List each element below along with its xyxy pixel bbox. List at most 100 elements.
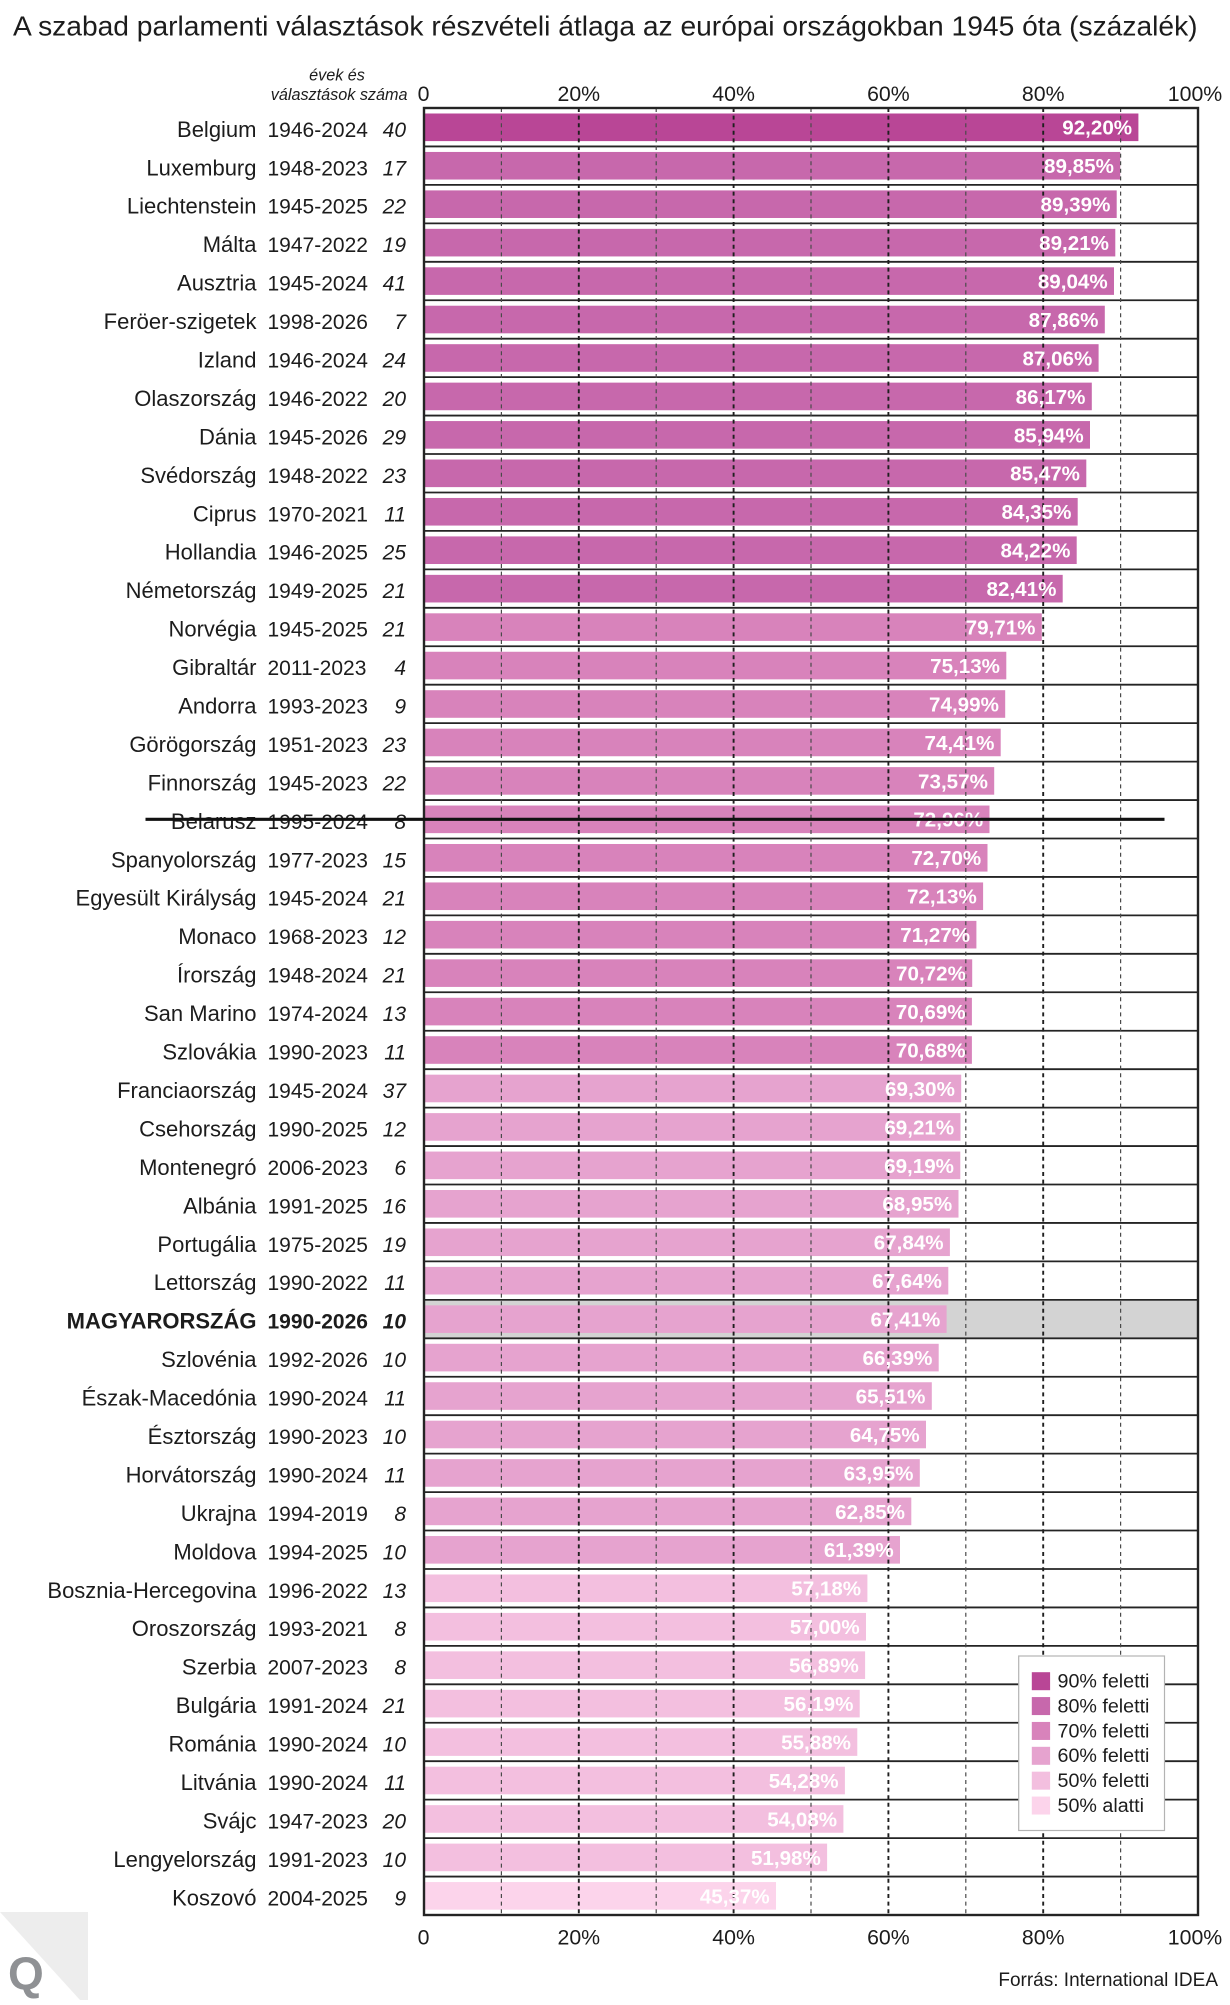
svg-text:51,98%: 51,98% [751,1847,821,1870]
svg-text:1991-2025: 1991-2025 [268,1195,368,1218]
svg-text:22: 22 [382,772,407,795]
svg-text:55,88%: 55,88% [781,1731,851,1754]
svg-text:60% feletti: 60% feletti [1058,1745,1150,1767]
svg-text:19: 19 [383,234,407,257]
svg-text:23: 23 [382,465,407,488]
svg-text:Liechtenstein: Liechtenstein [127,194,257,219]
svg-text:69,19%: 69,19% [884,1155,954,1178]
svg-text:87,06%: 87,06% [1022,347,1092,370]
svg-text:56,19%: 56,19% [784,1693,854,1716]
svg-text:57,00%: 57,00% [790,1616,860,1639]
svg-text:Csehország: Csehország [139,1116,256,1141]
svg-text:70,72%: 70,72% [896,963,966,986]
svg-text:1945-2024: 1945-2024 [268,273,369,296]
svg-text:17: 17 [383,157,408,180]
svg-text:74,41%: 74,41% [925,732,995,755]
svg-text:1946-2025: 1946-2025 [268,542,368,565]
svg-text:1974-2024: 1974-2024 [268,1003,369,1026]
svg-text:Svédország: Svédország [140,463,256,488]
svg-text:60%: 60% [867,1926,910,1950]
svg-text:65,51%: 65,51% [856,1385,926,1408]
svg-text:54,28%: 54,28% [769,1770,839,1793]
svg-text:1990-2024: 1990-2024 [268,1388,369,1411]
svg-text:Horvátország: Horvátország [126,1462,257,1487]
svg-text:9: 9 [394,696,406,719]
svg-text:4: 4 [394,657,406,680]
svg-text:Monaco: Monaco [178,924,256,949]
svg-text:24: 24 [382,349,406,372]
svg-text:12: 12 [383,1118,407,1141]
svg-text:0: 0 [418,1926,430,1950]
svg-text:2011-2023: 2011-2023 [268,657,367,680]
svg-text:Bosznia-Hercegovina: Bosznia-Hercegovina [47,1578,257,1603]
svg-text:63,95%: 63,95% [844,1462,914,1485]
svg-text:1951-2023: 1951-2023 [268,734,368,757]
svg-text:37: 37 [383,1080,408,1103]
svg-text:1968-2023: 1968-2023 [268,926,368,949]
svg-text:Észtország: Észtország [148,1424,257,1449]
svg-text:1945-2023: 1945-2023 [268,772,368,795]
svg-text:92,20%: 92,20% [1062,117,1132,140]
svg-text:89,39%: 89,39% [1041,194,1111,217]
svg-text:10: 10 [383,1349,407,1372]
svg-text:1977-2023: 1977-2023 [268,849,368,872]
svg-text:1948-2022: 1948-2022 [268,465,368,488]
svg-text:1949-2025: 1949-2025 [268,580,368,603]
svg-text:Lettország: Lettország [154,1270,257,1295]
svg-text:Olaszország: Olaszország [134,386,256,411]
svg-text:68,95%: 68,95% [882,1193,952,1216]
svg-text:Görögország: Görögország [129,732,256,757]
svg-text:69,21%: 69,21% [884,1116,954,1139]
svg-text:Belgium: Belgium [177,117,256,142]
svg-text:Románia: Románia [168,1732,257,1757]
svg-text:1946-2024: 1946-2024 [268,119,369,142]
svg-text:71,27%: 71,27% [900,924,970,947]
svg-text:10: 10 [383,1541,407,1564]
svg-text:50% alatti: 50% alatti [1058,1795,1144,1817]
svg-text:Izland: Izland [198,347,257,372]
svg-text:87,86%: 87,86% [1029,309,1099,332]
svg-text:100%: 100% [1168,82,1223,106]
svg-text:választások száma: választások száma [271,86,408,104]
svg-text:56,89%: 56,89% [789,1655,859,1678]
svg-text:61,39%: 61,39% [824,1539,894,1562]
svg-text:40%: 40% [712,82,755,106]
svg-text:21: 21 [382,965,406,988]
svg-text:73,57%: 73,57% [918,770,988,793]
svg-text:25: 25 [382,542,407,565]
svg-text:11: 11 [384,1272,406,1295]
svg-text:2004-2025: 2004-2025 [268,1887,368,1910]
svg-text:21: 21 [382,619,406,642]
svg-text:45,37%: 45,37% [700,1885,770,1908]
svg-text:Málta: Málta [203,232,258,257]
svg-text:Forrás: International IDEA: Forrás: International IDEA [998,1970,1218,1991]
svg-text:60%: 60% [867,82,910,106]
svg-text:1945-2026: 1945-2026 [268,426,368,449]
svg-text:11: 11 [384,1464,406,1487]
svg-text:12: 12 [383,926,407,949]
svg-text:1990-2024: 1990-2024 [268,1772,369,1795]
svg-text:67,84%: 67,84% [874,1232,944,1255]
svg-text:70,69%: 70,69% [896,1001,966,1024]
svg-text:Egyesült Királyság: Egyesült Királyság [76,886,257,911]
svg-text:1990-2024: 1990-2024 [268,1734,369,1757]
svg-text:62,85%: 62,85% [835,1501,905,1524]
svg-text:66,39%: 66,39% [863,1347,933,1370]
svg-text:1990-2025: 1990-2025 [268,1118,368,1141]
svg-text:Belarusz: Belarusz [171,809,257,834]
svg-text:7: 7 [394,311,407,334]
svg-text:1990-2026: 1990-2026 [268,1311,368,1334]
svg-text:72,13%: 72,13% [907,886,977,909]
svg-text:54,08%: 54,08% [767,1808,837,1831]
svg-text:20%: 20% [557,1926,600,1950]
svg-text:Svájc: Svájc [203,1808,257,1833]
svg-text:29: 29 [382,426,407,449]
svg-text:67,41%: 67,41% [870,1309,940,1332]
svg-text:Finnország: Finnország [148,770,257,795]
svg-text:19: 19 [383,1234,407,1257]
svg-text:Ukrajna: Ukrajna [181,1501,258,1526]
svg-text:Luxemburg: Luxemburg [146,155,256,180]
svg-text:89,04%: 89,04% [1038,270,1108,293]
svg-text:72,70%: 72,70% [911,847,981,870]
svg-text:Ausztria: Ausztria [177,271,257,296]
